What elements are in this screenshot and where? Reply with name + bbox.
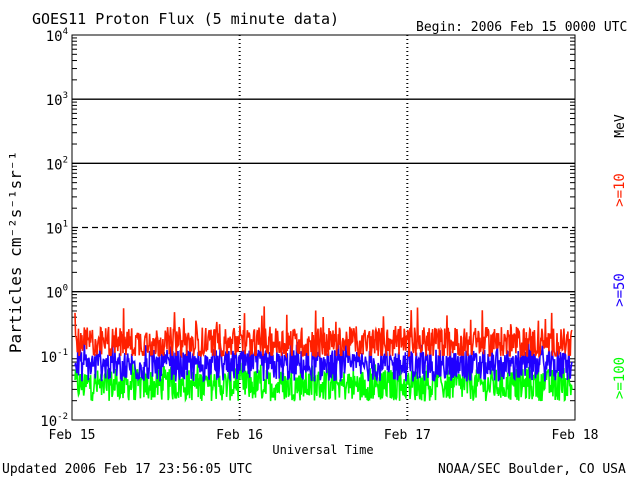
chart-title: GOES11 Proton Flux (5 minute data) bbox=[32, 10, 339, 28]
y-tick-labels: 104 103 102 101 100 10-1 10-2 bbox=[40, 27, 68, 430]
legend-entry: >=10 bbox=[612, 173, 628, 207]
legend-entry: >=50 bbox=[612, 273, 628, 307]
x-tick-labels: Feb 15 Feb 16 Feb 17 Feb 18 bbox=[49, 428, 599, 443]
grid-lines bbox=[72, 35, 575, 420]
series-line bbox=[74, 362, 573, 403]
y-tick-label: 101 bbox=[46, 220, 68, 238]
x-tick-label: Feb 18 bbox=[552, 428, 599, 443]
y-tick-label: 103 bbox=[46, 91, 68, 109]
updated-label: Updated 2006 Feb 17 23:56:05 UTC bbox=[2, 462, 252, 477]
y-tick-label: 102 bbox=[46, 155, 68, 173]
y-tick-label: 10-2 bbox=[40, 412, 68, 430]
legend-unit: MeV bbox=[613, 114, 628, 138]
begin-label: Begin: 2006 Feb 15 0000 UTC bbox=[416, 20, 627, 35]
series-line bbox=[74, 306, 573, 359]
source-label: NOAA/SEC Boulder, CO USA bbox=[438, 462, 626, 477]
series-line bbox=[74, 341, 573, 383]
legend-entry: >=100 bbox=[612, 357, 628, 399]
series-layer bbox=[74, 306, 573, 403]
y-axis-label: Particles cm⁻²s⁻¹sr⁻¹ bbox=[6, 151, 25, 353]
y-tick-label: 100 bbox=[46, 284, 68, 302]
x-axis-label: Universal Time bbox=[272, 443, 373, 457]
x-tick-label: Feb 15 bbox=[49, 428, 96, 443]
y-tick-label: 104 bbox=[46, 27, 68, 45]
y-tick-label: 10-1 bbox=[40, 348, 68, 366]
x-tick-label: Feb 16 bbox=[216, 428, 263, 443]
x-tick-label: Feb 17 bbox=[384, 428, 431, 443]
legend: MeV >=10 >=50 >=100 bbox=[612, 114, 628, 399]
